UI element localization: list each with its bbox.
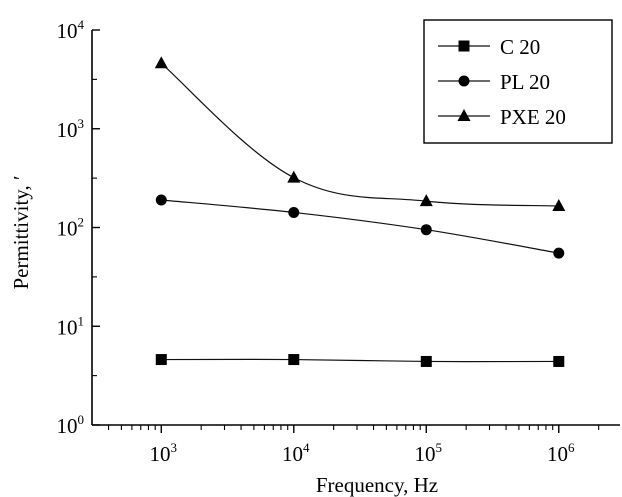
series-c-20: [155, 354, 565, 367]
x-axis-title: Frequency, Hz: [316, 473, 438, 497]
series-line-pl-20: [161, 199, 559, 254]
data-point-c-20: [553, 355, 565, 367]
plot-area: [154, 56, 566, 367]
data-point-c-20: [420, 355, 432, 367]
data-point-pxe-20: [154, 56, 168, 69]
data-point-pl-20: [420, 224, 432, 236]
x-tick-label: 105: [415, 440, 443, 466]
y-tick-label: 103: [57, 116, 85, 142]
y-axis-title: Permittivity, ′: [9, 175, 33, 289]
data-point-pxe-20: [419, 194, 433, 207]
y-tick-label: 101: [57, 313, 85, 339]
data-point-c-20: [155, 354, 167, 366]
legend-label-pxe-20: PXE 20: [500, 105, 566, 129]
series-pl-20: [155, 194, 565, 259]
legend-label-pl-20: PL 20: [500, 70, 550, 94]
data-point-pl-20: [553, 247, 565, 259]
legend-marker-pl-20: [458, 75, 470, 87]
y-tick-label: 104: [57, 17, 85, 43]
y-tick-label: 102: [57, 215, 85, 241]
legend-label-c-20: C 20: [500, 35, 540, 59]
series-pxe-20: [154, 56, 566, 212]
legend-marker-c-20: [458, 40, 470, 52]
series-line-c-20: [161, 358, 559, 363]
data-point-pxe-20: [552, 199, 566, 212]
y-tick-label: 100: [57, 412, 85, 438]
x-tick-label: 103: [150, 440, 178, 466]
axes: 100 101 102 103 104 103 104 105 106: [57, 17, 620, 466]
data-point-pl-20: [288, 206, 300, 218]
legend-marker-pxe-20: [457, 109, 471, 121]
x-tick-label: 106: [547, 440, 575, 466]
x-tick-label: 104: [282, 440, 310, 466]
data-point-pxe-20: [287, 170, 301, 183]
data-point-pl-20: [155, 194, 167, 206]
series-line-pxe-20: [160, 62, 559, 207]
data-point-c-20: [288, 354, 300, 366]
legend: C 20 PL 20 PXE 20: [423, 19, 613, 144]
